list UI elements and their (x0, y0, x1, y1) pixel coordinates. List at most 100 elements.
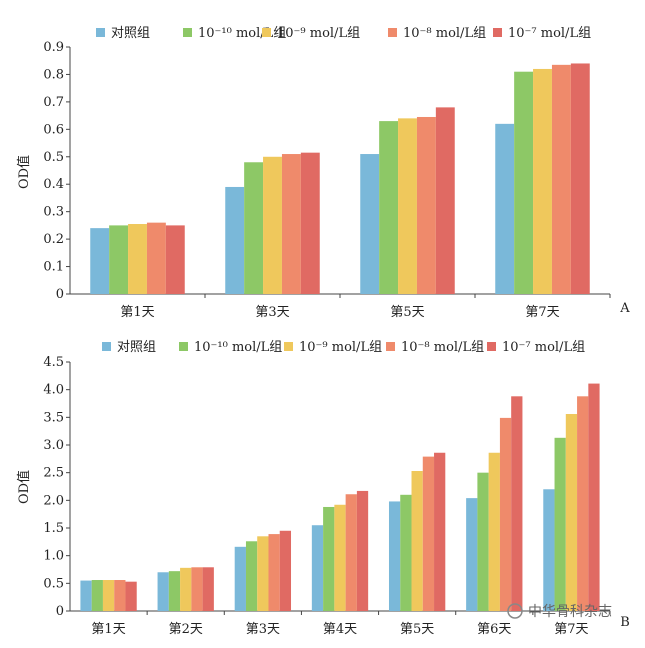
panel-label: B (620, 615, 630, 630)
bar (588, 383, 600, 611)
bar (488, 452, 500, 611)
bar (165, 225, 185, 294)
y-tick-label: 0.8 (43, 67, 64, 82)
y-tick-label: 0.5 (43, 150, 64, 165)
bar (114, 580, 126, 611)
legend-swatch (386, 342, 395, 351)
y-axis-label: OD值 (16, 155, 32, 189)
bar (323, 506, 335, 611)
bar (477, 472, 489, 611)
x-tick-label: 第6天 (477, 622, 511, 637)
legend-label: 10⁻⁷ mol/L组 (508, 26, 591, 41)
bar (435, 107, 455, 294)
y-tick-label: 0.1 (43, 260, 64, 275)
x-tick-label: 第3天 (255, 305, 289, 320)
bar (245, 541, 258, 611)
bar (434, 452, 446, 611)
bar (168, 571, 181, 611)
bar (191, 567, 203, 611)
y-tick-label: 0.2 (43, 232, 64, 247)
bar (379, 121, 399, 294)
x-tick-label: 第7天 (554, 622, 588, 637)
legend-label: 10⁻¹⁰ mol/L组 (194, 340, 282, 355)
legend-swatch (388, 28, 397, 37)
panel-label: A (619, 301, 630, 316)
x-tick-label: 第7天 (525, 305, 559, 320)
bar (398, 118, 417, 294)
bar (511, 396, 523, 611)
legend-swatch (493, 28, 502, 37)
legend-swatch (284, 342, 293, 351)
y-tick-label: 3.0 (43, 438, 64, 453)
y-tick-label: 0.4 (43, 177, 64, 192)
bar (102, 580, 115, 611)
bar (551, 64, 571, 294)
x-tick-label: 第4天 (323, 622, 357, 637)
y-tick-label: 0.3 (43, 205, 64, 220)
bar (146, 222, 166, 294)
y-tick-label: 2.0 (43, 493, 64, 508)
bar (577, 396, 589, 611)
bar (234, 546, 246, 611)
bar (268, 534, 280, 611)
bar (80, 580, 92, 611)
legend-swatch (262, 28, 271, 37)
y-tick-label: 0.5 (43, 576, 64, 591)
bar (125, 581, 137, 611)
wechat-logo-icon (507, 603, 523, 619)
bar (499, 417, 512, 611)
legend-label: 10⁻¹⁰ mol/L组 (198, 26, 286, 41)
bar (202, 567, 214, 611)
x-tick-label: 第1天 (91, 622, 125, 637)
legend-swatch (183, 28, 192, 37)
bar (244, 162, 264, 294)
legend-label: 10⁻⁹ mol/L组 (277, 26, 360, 41)
bar (411, 471, 423, 611)
legend-swatch (487, 342, 496, 351)
bar (466, 498, 478, 611)
bar (281, 154, 301, 294)
x-tick-label: 第2天 (169, 622, 203, 637)
legend-label: 10⁻⁸ mol/L组 (401, 340, 484, 355)
watermark: 中华骨科杂志 (507, 603, 612, 620)
bar (257, 536, 269, 611)
bar (356, 490, 369, 611)
y-tick-label: 0.6 (43, 122, 64, 137)
bar (570, 63, 590, 294)
legend-swatch (96, 28, 105, 37)
bar (514, 71, 534, 294)
bar (334, 504, 346, 611)
x-tick-label: 第1天 (120, 305, 154, 320)
bar (345, 494, 357, 611)
bar (495, 123, 515, 294)
y-tick-label: 3.5 (43, 410, 64, 425)
legend-label: 10⁻⁹ mol/L组 (299, 340, 382, 355)
bar (422, 456, 435, 611)
bar (91, 580, 103, 611)
bar (311, 525, 324, 611)
bar (157, 572, 169, 611)
legend-label: 10⁻⁸ mol/L组 (403, 26, 486, 41)
y-tick-label: 4.0 (43, 383, 64, 398)
bar (263, 156, 282, 294)
legend-swatch (102, 342, 111, 351)
legend-label: 对照组 (117, 340, 156, 355)
y-tick-label: 4.5 (43, 355, 64, 370)
y-tick-label: 1.5 (43, 521, 64, 536)
bar (416, 116, 436, 294)
bar (388, 501, 401, 611)
y-tick-label: 1.0 (43, 549, 64, 564)
bar (533, 68, 552, 294)
y-tick-label: 2.5 (43, 466, 64, 481)
x-tick-label: 第5天 (400, 622, 434, 637)
bar (180, 567, 192, 611)
bar (225, 186, 245, 294)
bar (90, 228, 110, 294)
bar (543, 489, 555, 611)
legend-label: 10⁻⁷ mol/L组 (502, 340, 585, 355)
x-tick-label: 第3天 (246, 622, 280, 637)
y-tick-label: 0 (56, 604, 64, 619)
bar (279, 530, 292, 611)
